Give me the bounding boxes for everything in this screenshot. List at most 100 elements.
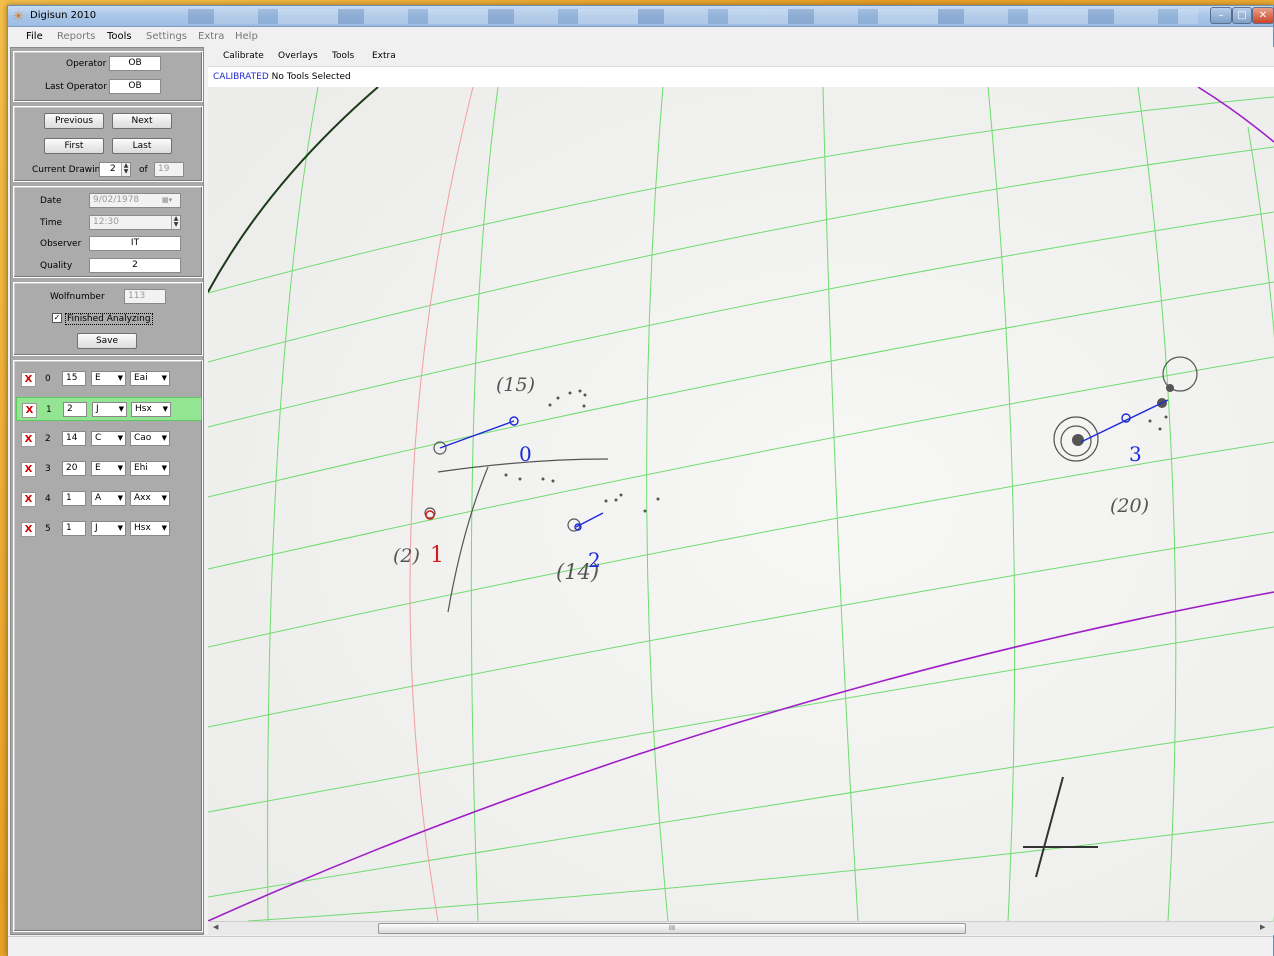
sunspot-group-row[interactable]: X1 2J Hsx: [16, 397, 202, 421]
mcintosh-class-dropdown[interactable]: Ehi: [130, 461, 170, 476]
first-button[interactable]: First: [44, 138, 104, 154]
mcintosh-class-value: Hsx: [135, 404, 152, 414]
tools-menu[interactable]: Tools: [332, 51, 355, 61]
operator-label: Operator: [66, 59, 107, 69]
sun-app-icon: ☀: [13, 9, 24, 23]
group-1-marker[interactable]: [425, 510, 435, 520]
menu-bar: File Reports Tools Settings Extra Help: [8, 28, 1273, 46]
current-drawing-spinner[interactable]: 2 ▲ ▼: [99, 162, 131, 177]
save-button[interactable]: Save: [77, 333, 137, 349]
drawing-svg[interactable]: (15) 0 (2) 1 (14) 2 3 (20): [208, 87, 1274, 921]
zurich-type-value: A: [95, 493, 102, 503]
sunspot-group-row[interactable]: X4 1A Axx: [16, 487, 202, 511]
menu-help[interactable]: Help: [235, 31, 258, 42]
sunspot-group-row[interactable]: X3 20 E Ehi: [16, 457, 202, 481]
spot-count-field[interactable]: 2: [63, 402, 87, 417]
quality-field[interactable]: 2: [89, 258, 181, 273]
zurich-type-dropdown[interactable]: E: [91, 461, 126, 476]
extra-menu[interactable]: Extra: [372, 51, 396, 61]
zurich-type-dropdown[interactable]: C: [91, 431, 126, 446]
scroll-left-icon[interactable]: ◀: [213, 923, 219, 931]
title-bar[interactable]: ☀ Digisun 2010 – □ ✕: [8, 6, 1274, 27]
quality-label: Quality: [40, 261, 73, 271]
zurich-type-dropdown[interactable]: J: [92, 402, 127, 417]
spot-count-field[interactable]: 20: [62, 461, 86, 476]
delete-group-icon[interactable]: X: [21, 522, 36, 537]
previous-button[interactable]: Previous: [44, 113, 104, 129]
group-0-handle[interactable]: [509, 416, 519, 426]
time-spinner-icon[interactable]: ▲ ▼: [171, 216, 180, 229]
horizontal-scrollbar[interactable]: ◀ III ▶: [208, 921, 1274, 935]
zurich-type-dropdown[interactable]: J: [91, 521, 126, 536]
zurich-type-value: J: [95, 523, 98, 533]
last-button[interactable]: Last: [112, 138, 172, 154]
mcintosh-class-value: Axx: [134, 493, 151, 503]
time-field[interactable]: 12:30 ▲ ▼: [89, 215, 181, 230]
finished-analyzing-checkbox[interactable]: ✓: [52, 313, 62, 323]
delete-group-icon[interactable]: X: [21, 372, 36, 387]
delete-group-icon[interactable]: X: [21, 432, 36, 447]
scroll-right-icon[interactable]: ▶: [1260, 923, 1266, 931]
observer-field[interactable]: IT: [89, 236, 181, 251]
spot-count-field[interactable]: 14: [62, 431, 86, 446]
group-id: 1: [46, 405, 52, 415]
status-line: CALIBRATED No Tools Selected: [213, 72, 351, 82]
overlays-menu[interactable]: Overlays: [278, 51, 318, 61]
sunspot-dots: [504, 384, 1174, 513]
observer-label: Observer: [40, 239, 82, 249]
drawing-tools-menu: Calibrate Overlays Tools Extra: [208, 47, 1274, 67]
mcintosh-class-dropdown[interactable]: Hsx: [131, 402, 171, 417]
mcintosh-class-value: Ehi: [134, 463, 148, 473]
zurich-type-dropdown[interactable]: E: [91, 371, 126, 386]
finished-analyzing-label[interactable]: Finished Analyzing: [65, 313, 153, 325]
total-drawings-field: 19: [154, 162, 184, 177]
delete-group-icon[interactable]: X: [22, 403, 37, 418]
wolfnumber-label: Wolfnumber: [50, 292, 105, 302]
sunspot-group-row[interactable]: X2 14 C Cao: [16, 427, 202, 451]
close-button[interactable]: ✕: [1252, 7, 1274, 24]
sun-drawing-canvas[interactable]: (15) 0 (2) 1 (14) 2 3 (20): [208, 87, 1274, 921]
handwritten-count-15: (15): [496, 374, 535, 396]
menu-reports[interactable]: Reports: [57, 31, 96, 42]
maximize-button[interactable]: □: [1232, 7, 1252, 24]
mcintosh-class-dropdown[interactable]: Eai: [130, 371, 170, 386]
minimize-button[interactable]: –: [1210, 7, 1232, 24]
zurich-type-value: J: [96, 404, 99, 414]
delete-group-icon[interactable]: X: [21, 462, 36, 477]
operator-group: Operator OB Last Operator OB: [13, 51, 203, 102]
window-title: Digisun 2010: [30, 10, 97, 21]
spot-count-field[interactable]: 15: [62, 371, 86, 386]
mcintosh-class-dropdown[interactable]: Cao: [130, 431, 170, 446]
group-markers: [439, 399, 1169, 531]
group-id: 5: [45, 524, 51, 534]
scrollbar-thumb[interactable]: III: [378, 923, 966, 934]
spot-count-field[interactable]: 1: [62, 521, 86, 536]
menu-extra[interactable]: Extra: [198, 31, 225, 42]
group-2-handle[interactable]: [574, 523, 582, 531]
operator-field[interactable]: OB: [109, 56, 161, 71]
menu-tools[interactable]: Tools: [107, 31, 132, 42]
calibrate-menu[interactable]: Calibrate: [223, 51, 264, 61]
group-3-axis: [1080, 399, 1169, 443]
spot-count-field[interactable]: 1: [62, 491, 86, 506]
calendar-dropdown-icon[interactable]: ▦▾: [162, 196, 173, 204]
group-id: 3: [45, 464, 51, 474]
sunspot-group-row[interactable]: X5 1J Hsx: [16, 517, 202, 541]
zurich-type-dropdown[interactable]: A: [91, 491, 126, 506]
group-3-handle[interactable]: [1121, 413, 1131, 423]
menu-settings[interactable]: Settings: [146, 31, 188, 42]
mcintosh-class-value: Eai: [134, 373, 148, 383]
spinner-arrows-icon[interactable]: ▲ ▼: [121, 163, 130, 176]
mcintosh-class-dropdown[interactable]: Hsx: [130, 521, 170, 536]
delete-group-icon[interactable]: X: [21, 492, 36, 507]
group-label-2: 2: [588, 548, 601, 572]
sunspot-group-row[interactable]: X0 15 E Eai: [16, 367, 202, 391]
next-button[interactable]: Next: [112, 113, 172, 129]
last-operator-field[interactable]: OB: [109, 79, 161, 94]
mcintosh-class-dropdown[interactable]: Axx: [130, 491, 170, 506]
group-id: 2: [45, 434, 51, 444]
menu-file[interactable]: File: [26, 31, 43, 42]
date-field[interactable]: 9/02/1978 ▦▾: [89, 193, 181, 208]
group-label-1: 1: [430, 543, 444, 568]
zurich-type-value: E: [95, 373, 101, 383]
